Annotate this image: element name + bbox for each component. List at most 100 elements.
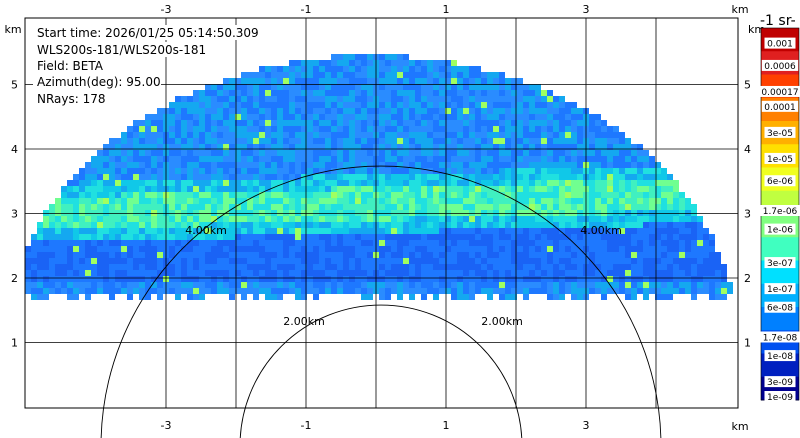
range-ring: [239, 304, 523, 438]
data-cell: [235, 234, 241, 240]
data-cell: [571, 264, 577, 270]
data-cell: [115, 168, 121, 174]
data-cell: [175, 150, 181, 156]
data-cell: [133, 246, 139, 252]
data-cell: [253, 186, 259, 192]
data-cell: [217, 222, 223, 228]
data-cell: [685, 246, 691, 252]
data-cell: [649, 156, 655, 162]
data-cell: [325, 180, 331, 186]
data-cell: [547, 120, 553, 126]
data-cell: [451, 186, 457, 192]
data-cell: [133, 240, 139, 246]
data-cell: [367, 120, 373, 126]
data-cell: [559, 240, 565, 246]
data-cell: [79, 270, 85, 276]
data-cell: [223, 162, 229, 168]
data-cell: [139, 216, 145, 222]
data-cell: [103, 144, 109, 150]
data-cell: [319, 252, 325, 258]
data-cell: [565, 258, 571, 264]
data-cell: [361, 126, 367, 132]
data-cell: [517, 132, 523, 138]
data-cell: [475, 84, 481, 90]
data-cell: [367, 162, 373, 168]
data-cell: [553, 258, 559, 264]
data-cell: [295, 78, 301, 84]
data-cell: [415, 246, 421, 252]
data-cell: [151, 114, 157, 120]
data-cell: [367, 156, 373, 162]
data-cell: [601, 150, 607, 156]
data-cell: [265, 294, 271, 300]
data-cell: [535, 192, 541, 198]
data-cell: [475, 126, 481, 132]
data-cell: [379, 180, 385, 186]
data-cell: [331, 156, 337, 162]
data-cell: [337, 156, 343, 162]
data-cell: [667, 288, 673, 294]
data-cell: [175, 204, 181, 210]
data-cell: [463, 150, 469, 156]
data-cell: [187, 264, 193, 270]
data-cell: [193, 180, 199, 186]
data-cell: [217, 102, 223, 108]
data-cell: [385, 90, 391, 96]
data-cell: [103, 252, 109, 258]
data-cell: [67, 282, 73, 288]
data-cell: [391, 72, 397, 78]
data-cell: [571, 210, 577, 216]
data-cell: [541, 270, 547, 276]
data-cell: [325, 198, 331, 204]
x-tick-label-bottom: -3: [161, 419, 172, 432]
data-cell: [517, 180, 523, 186]
data-cell: [229, 264, 235, 270]
data-cell: [667, 198, 673, 204]
data-cell: [349, 138, 355, 144]
data-cell: [379, 138, 385, 144]
data-cell: [469, 228, 475, 234]
data-cell: [265, 240, 271, 246]
data-cell: [127, 240, 133, 246]
data-cell: [247, 216, 253, 222]
data-cell: [301, 102, 307, 108]
data-cell: [205, 192, 211, 198]
data-cell: [319, 288, 325, 294]
data-cell: [523, 216, 529, 222]
data-cell: [535, 246, 541, 252]
data-cell: [223, 264, 229, 270]
data-cell: [613, 282, 619, 288]
data-cell: [337, 90, 343, 96]
data-cell: [169, 216, 175, 222]
data-cell: [379, 54, 385, 60]
data-cell: [475, 138, 481, 144]
data-cell: [217, 162, 223, 168]
data-cell: [337, 216, 343, 222]
data-cell: [421, 72, 427, 78]
data-cell: [409, 84, 415, 90]
data-cell: [619, 216, 625, 222]
data-cell: [493, 198, 499, 204]
data-cell: [577, 150, 583, 156]
data-cell: [241, 204, 247, 210]
data-cell: [403, 126, 409, 132]
data-cell: [109, 222, 115, 228]
data-cell: [283, 156, 289, 162]
data-cell: [523, 84, 529, 90]
data-cell: [433, 132, 439, 138]
data-cell: [685, 240, 691, 246]
data-cell: [475, 78, 481, 84]
data-cell: [391, 222, 397, 228]
data-cell: [409, 72, 415, 78]
data-cell: [133, 132, 139, 138]
data-cell: [253, 162, 259, 168]
data-cell: [103, 192, 109, 198]
data-cell: [289, 192, 295, 198]
data-cell: [295, 162, 301, 168]
data-cell: [235, 276, 241, 282]
data-cell: [433, 138, 439, 144]
data-cell: [367, 108, 373, 114]
data-cell: [403, 204, 409, 210]
data-cell: [193, 102, 199, 108]
data-cell: [109, 216, 115, 222]
